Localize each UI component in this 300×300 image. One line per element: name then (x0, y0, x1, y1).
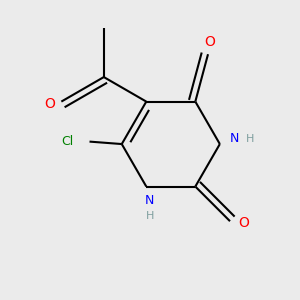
Text: H: H (245, 134, 254, 144)
Text: O: O (238, 216, 249, 230)
Text: O: O (45, 97, 56, 111)
Text: N: N (145, 194, 154, 207)
Text: O: O (204, 35, 215, 49)
Text: N: N (230, 132, 239, 145)
Text: H: H (146, 211, 154, 221)
Text: Cl: Cl (61, 135, 73, 148)
